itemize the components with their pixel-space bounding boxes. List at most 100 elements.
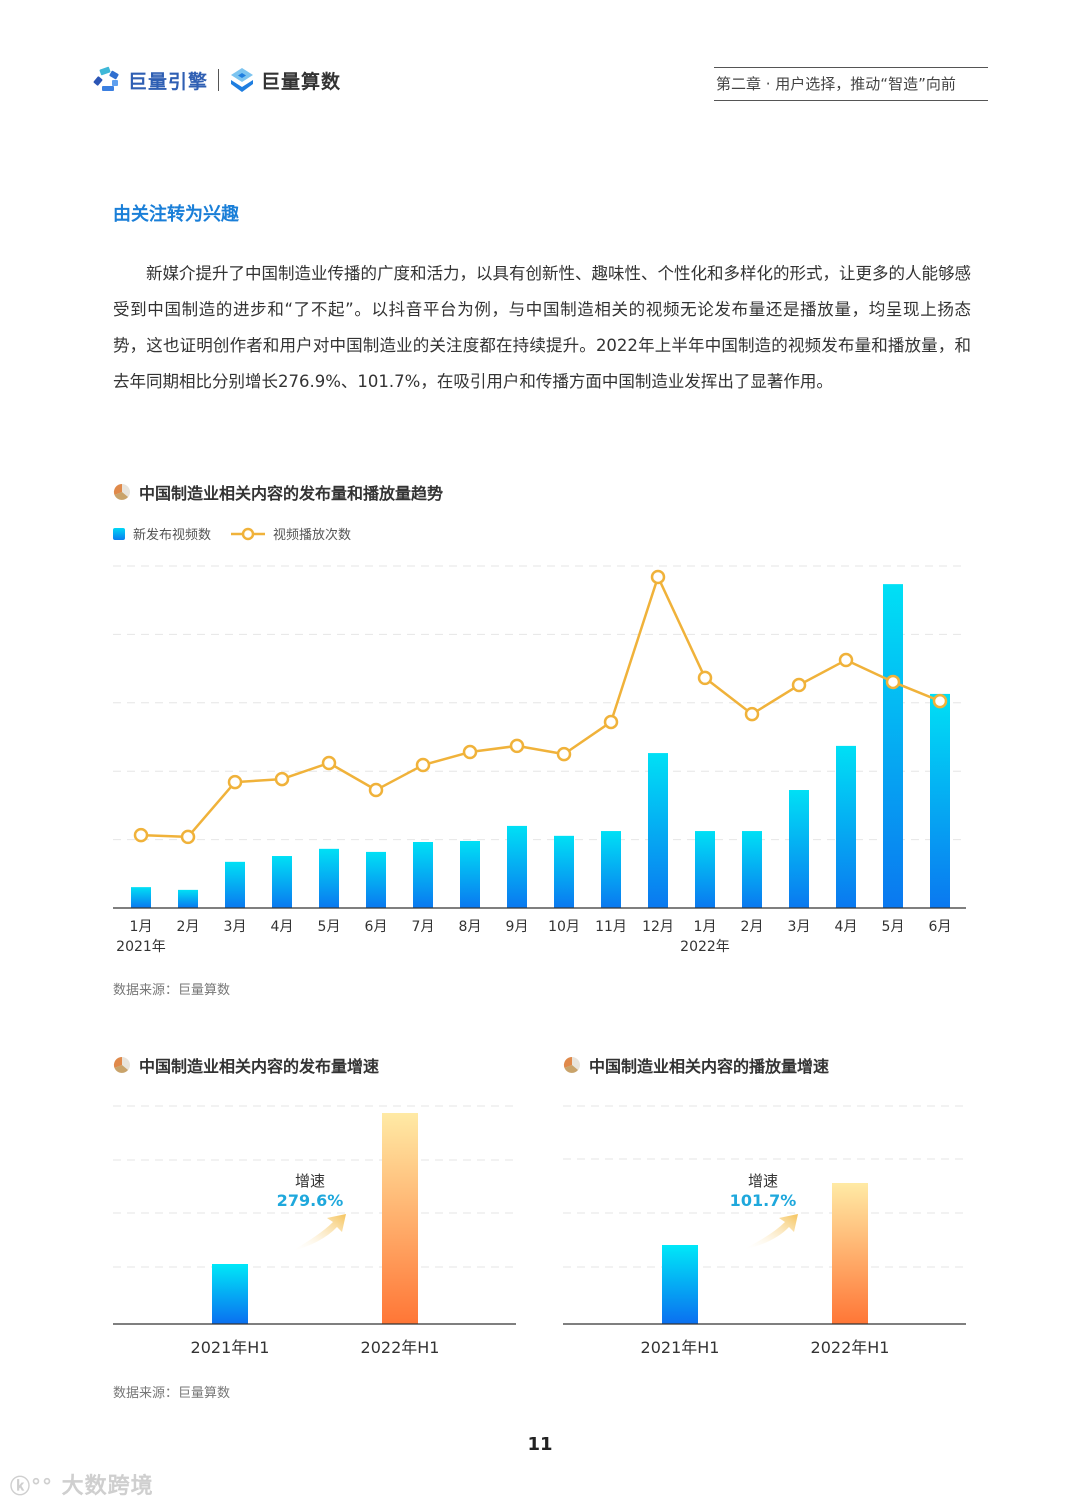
line-point xyxy=(838,652,854,668)
section-title: 由关注转为兴趣 xyxy=(113,204,239,225)
brand-divider xyxy=(218,69,220,91)
growth-x-label: 2022年H1 xyxy=(810,1338,890,1357)
line-point xyxy=(227,774,243,790)
data-source-1: 数据来源：巨量算数 xyxy=(113,983,231,998)
play-growth-chart xyxy=(563,1105,966,1325)
trend-chart-title: 中国制造业相关内容的发布量和播放量趋势 xyxy=(113,480,443,504)
bar xyxy=(225,861,245,908)
bar xyxy=(883,584,903,908)
x-tick-label: 12月 xyxy=(642,919,674,935)
play-growth-title-text: 中国制造业相关内容的播放量增速 xyxy=(589,1057,830,1076)
bar xyxy=(601,831,621,908)
publish-growth-chart xyxy=(113,1105,516,1325)
line-point xyxy=(650,569,666,585)
legend-line-label: 视频播放次数 xyxy=(273,528,352,543)
growth-x-label: 2021年H1 xyxy=(640,1338,720,1357)
gridlines xyxy=(113,565,966,841)
bar xyxy=(695,831,715,908)
year-label: 2021年 xyxy=(116,939,166,955)
growth-bar xyxy=(832,1183,868,1324)
pie-chart-icon xyxy=(113,1056,130,1073)
x-tick-label: 3月 xyxy=(223,919,247,935)
bar xyxy=(178,889,198,908)
growth-bar xyxy=(382,1113,418,1324)
line-point xyxy=(462,744,478,760)
trend-chart-title-text: 中国制造业相关内容的发布量和播放量趋势 xyxy=(139,484,444,503)
bar xyxy=(131,887,151,908)
x-tick-label: 4月 xyxy=(834,919,858,935)
line-point xyxy=(415,757,431,773)
x-tick-label: 5月 xyxy=(317,919,341,935)
line-point xyxy=(697,670,713,686)
legend-bar-label: 新发布视频数 xyxy=(133,528,212,543)
legend-bar-swatch-icon xyxy=(113,527,125,540)
watermark: ⓚ°° 大数跨境 xyxy=(10,1468,154,1500)
watermark-text: 大数跨境 xyxy=(61,1474,154,1499)
juliang-suanshu-logo-icon xyxy=(231,68,254,92)
pie-chart-icon xyxy=(113,483,130,500)
growth-annotation: 增速 279.6% xyxy=(277,1170,344,1210)
bar xyxy=(648,753,668,908)
x-tick-label: 2月 xyxy=(176,919,200,935)
line-point xyxy=(133,827,149,843)
line-point xyxy=(274,771,290,787)
data-source-2: 数据来源：巨量算数 xyxy=(113,1386,231,1401)
play-growth-title: 中国制造业相关内容的播放量增速 xyxy=(563,1053,829,1077)
page-number: 11 xyxy=(527,1434,553,1455)
header-logos: 巨量引擎 巨量算数 xyxy=(92,66,341,94)
growth-arrow-icon xyxy=(290,1214,346,1252)
x-tick-label: 2月 xyxy=(740,919,764,935)
watermark-logo-icon: ⓚ°° xyxy=(10,1474,53,1498)
line-point xyxy=(321,755,337,771)
x-tick-label: 1月 xyxy=(129,919,153,935)
growth-annotation-label: 增速 xyxy=(294,1172,326,1190)
juliang-engine-logo-icon xyxy=(93,66,119,91)
line-point xyxy=(744,706,760,722)
x-tick-label: 7月 xyxy=(411,919,435,935)
paragraph-text: 新媒介提升了中国制造业传播的广度和活力，以具有创新性、趣味性、个性化和多样化的形… xyxy=(113,264,971,391)
bar xyxy=(366,851,386,908)
line-point xyxy=(603,714,619,730)
line-point xyxy=(932,693,948,709)
bar xyxy=(272,856,292,908)
growth-x-label: 2021年H1 xyxy=(190,1338,270,1357)
bar xyxy=(836,745,856,908)
chapter-heading: 第二章 · 用户选择，推动“智造”向前 xyxy=(714,67,988,101)
x-tick-label: 3月 xyxy=(787,919,811,935)
growth-annotation: 增速 101.7% xyxy=(730,1170,797,1210)
x-tick-label: 10月 xyxy=(548,919,580,935)
bar xyxy=(319,848,339,908)
x-tick-label: 9月 xyxy=(505,919,529,935)
bar xyxy=(742,831,762,908)
legend-line-marker-icon xyxy=(231,527,266,540)
bar xyxy=(507,825,527,908)
line-point xyxy=(180,829,196,845)
x-tick-label: 8月 xyxy=(458,919,482,935)
pie-chart-icon xyxy=(563,1056,580,1073)
growth-arrow-icon xyxy=(742,1214,798,1250)
brand-juliang-engine: 巨量引擎 xyxy=(128,70,209,93)
body-paragraph: 新媒介提升了中国制造业传播的广度和活力，以具有创新性、趣味性、个性化和多样化的形… xyxy=(113,256,971,400)
trend-chart-plot xyxy=(113,565,966,909)
bar-series xyxy=(131,584,950,908)
growth-charts-plot xyxy=(113,1105,966,1325)
year-label: 2022年 xyxy=(680,939,730,955)
publish-growth-title-text: 中国制造业相关内容的发布量增速 xyxy=(139,1057,380,1076)
publish-growth-title: 中国制造业相关内容的发布量增速 xyxy=(113,1053,379,1077)
growth-annotation-value: 101.7% xyxy=(729,1191,797,1210)
growth-x-label: 2022年H1 xyxy=(360,1338,440,1357)
x-tick-label: 6月 xyxy=(928,919,952,935)
trend-chart-legend: 新发布视频数 视频播放次数 xyxy=(113,524,351,543)
growth-bar xyxy=(662,1245,698,1324)
line-point xyxy=(791,677,807,693)
x-tick-label: 5月 xyxy=(881,919,905,935)
bar xyxy=(554,835,574,908)
line-point xyxy=(556,746,572,762)
line-series xyxy=(133,569,948,845)
bar xyxy=(460,840,480,908)
x-tick-label: 11月 xyxy=(595,919,627,935)
bar xyxy=(413,841,433,908)
x-tick-label: 4月 xyxy=(270,919,294,935)
line-point xyxy=(368,782,384,798)
brand-juliang-suanshu: 巨量算数 xyxy=(261,70,342,93)
